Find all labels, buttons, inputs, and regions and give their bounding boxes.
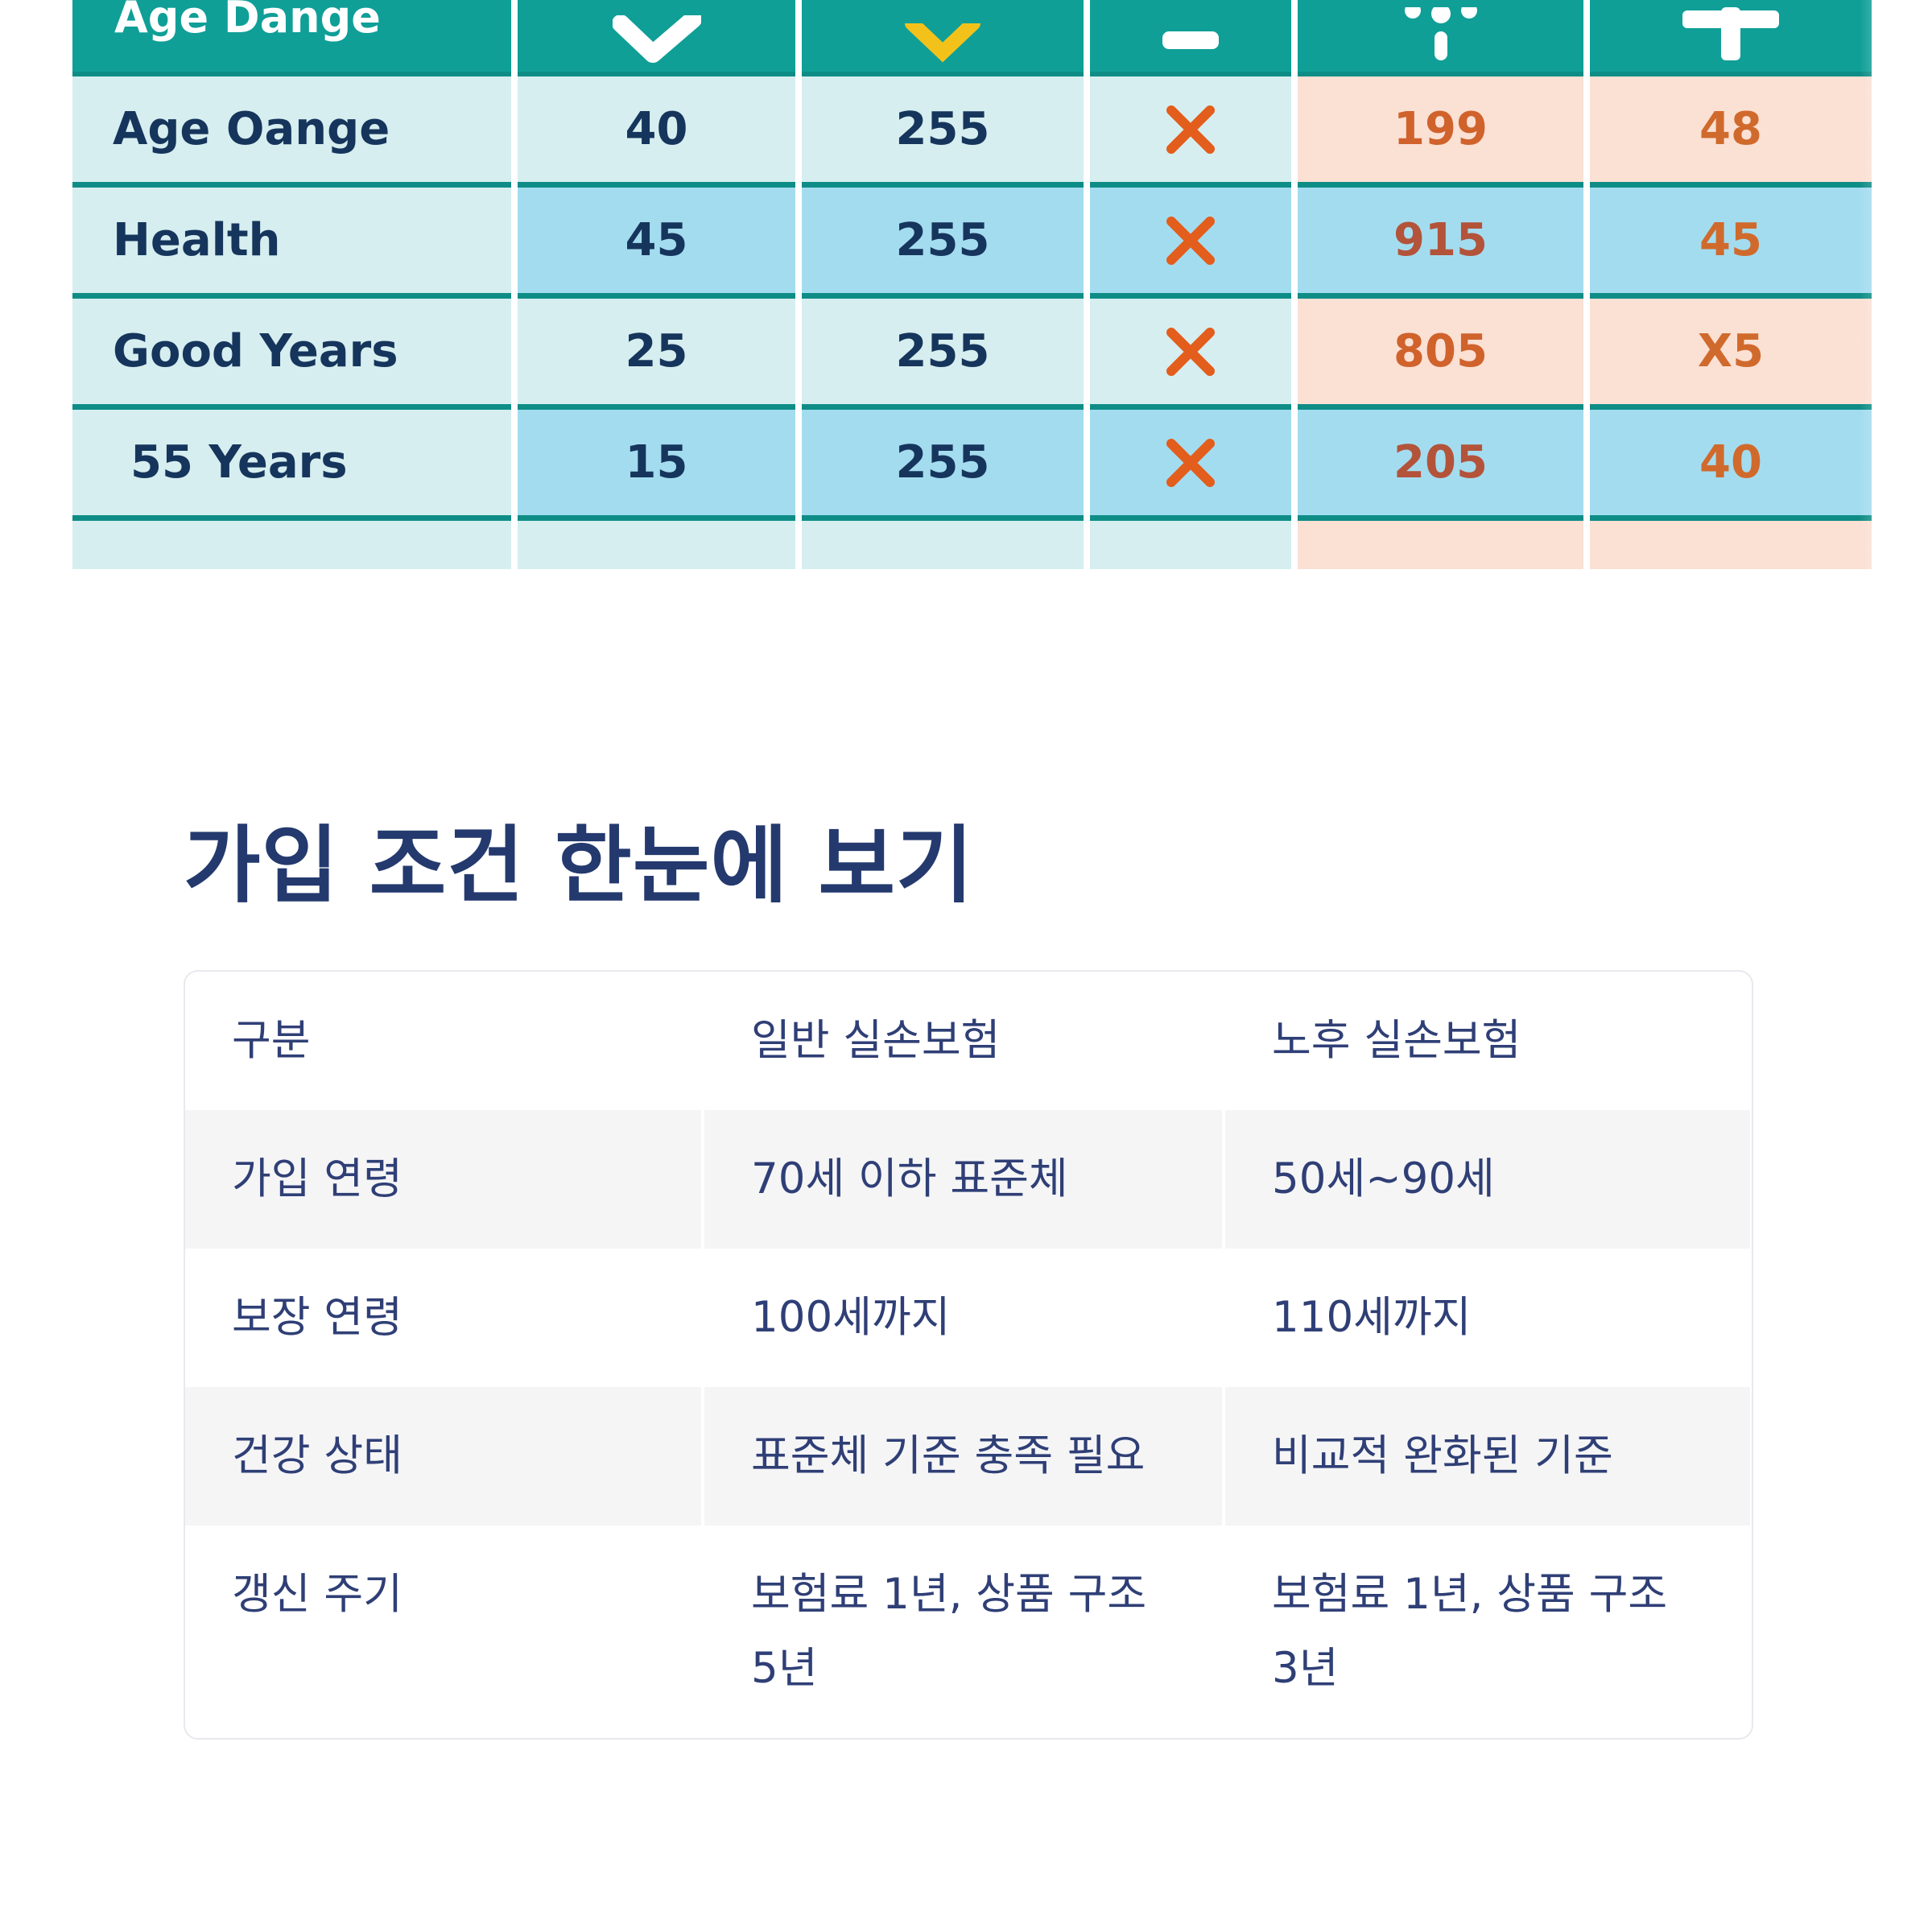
table-cell: 가입 연령 (185, 1110, 704, 1249)
infographic-cell-cropped (518, 521, 795, 569)
infographic-cell-cropped (1298, 521, 1583, 569)
infographic-table: Age Dange Age (72, 0, 1872, 569)
infographic-cell: 915 (1298, 188, 1583, 299)
table-cell: 70세 이하 표준체 (704, 1110, 1225, 1249)
table-cell: 표준체 기준 충족 필요 (704, 1387, 1225, 1525)
section-title: 가입 조건 한눈에 보기 (184, 816, 974, 914)
infographic-cell: 15 (518, 410, 795, 521)
table-cell: 110세까지 (1272, 1293, 1472, 1342)
x-mark-icon (1090, 410, 1291, 521)
infographic-cell: 255 (802, 188, 1084, 299)
infographic-row-label: Age Oange (72, 76, 511, 188)
infographic-header-col5 (1590, 0, 1872, 76)
infographic-row-label: Good Years (72, 299, 511, 410)
infographic-row-label: 55 Years (72, 410, 511, 521)
x-mark-icon (1090, 299, 1291, 410)
table-header-cell: 구분 (232, 1016, 311, 1065)
infographic-cell: 40 (1590, 410, 1872, 521)
infographic-cell: X5 (1590, 299, 1872, 410)
infographic-cell: 40 (518, 76, 795, 188)
table-row: 보장 연령 100세까지 110세까지 (185, 1249, 1752, 1387)
table-header-cell: 일반 실손보험 (751, 1016, 1001, 1065)
table-cell: 보험료 1년, 상품 구조 3년 (1272, 1570, 1668, 1693)
table-cell: 건강 상태 (185, 1387, 704, 1525)
infographic-cell-cropped (802, 521, 1084, 569)
infographic-cell: 45 (1590, 188, 1872, 299)
infographic-header-col4 (1298, 0, 1583, 76)
table-cell: 50세~90세 (1225, 1110, 1750, 1249)
infographic-cell: 205 (1298, 410, 1583, 521)
table-cell: 갱신 주기 (232, 1570, 402, 1619)
infographic-cell: 255 (802, 299, 1084, 410)
infographic-header-col3 (1090, 0, 1291, 76)
x-mark-icon (1090, 76, 1291, 188)
table-row: 건강 상태 표준체 기준 충족 필요 비교적 완화된 기준 (185, 1387, 1752, 1525)
infographic-header-label: Age Dange (72, 0, 511, 76)
box-icon (1154, 31, 1227, 64)
table-cell: 보장 연령 (232, 1293, 402, 1342)
plus-icon (1682, 7, 1779, 64)
table-header-cell: 노후 실손보험 (1272, 1016, 1521, 1065)
infographic-cell: 255 (802, 76, 1084, 188)
infographic-cell: 45 (518, 188, 795, 299)
infographic-header-text: Age Dange (114, 0, 381, 43)
table-row: 가입 연령 70세 이하 표준체 50세~90세 (185, 1110, 1752, 1249)
comparison-table: 구분 일반 실손보험 노후 실손보험 가입 연령 70세 이하 표준체 50세~… (184, 970, 1753, 1740)
check-icon (612, 15, 701, 64)
x-mark-icon (1090, 188, 1291, 299)
table-cell: 비교적 완화된 기준 (1225, 1387, 1750, 1525)
infographic-cell-cropped (1090, 521, 1291, 569)
flower-icon (1393, 7, 1489, 64)
infographic-cell-cropped (1590, 521, 1872, 569)
table-cell: 보험료 1년, 상품 구조 5년 (751, 1570, 1147, 1693)
table-header-row: 구분 일반 실손보험 노후 실손보험 (185, 972, 1752, 1110)
infographic-cell: 25 (518, 299, 795, 410)
infographic-cell: 255 (802, 410, 1084, 521)
infographic-row-label: Health (72, 188, 511, 299)
infographic-header-col2 (802, 0, 1084, 76)
infographic-header-col1 (518, 0, 795, 76)
infographic-cell: 805 (1298, 299, 1583, 410)
infographic-cell-cropped (72, 521, 511, 569)
infographic-cell: 48 (1590, 76, 1872, 188)
infographic-cell: 199 (1298, 76, 1583, 188)
table-cell: 100세까지 (751, 1293, 951, 1342)
table-row: 갱신 주기 보험료 1년, 상품 구조 5년 보험료 1년, 상품 구조 3년 (185, 1525, 1752, 1738)
x-icon (902, 23, 983, 64)
infographic-image: Age Dange Age (0, 0, 1932, 572)
